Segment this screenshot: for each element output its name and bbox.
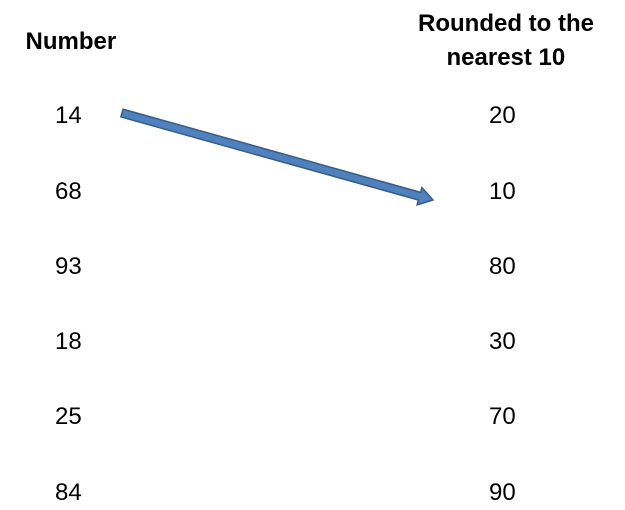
column-header: Number xyxy=(25,28,117,55)
number-item: 90 xyxy=(489,479,516,506)
arrow xyxy=(119,108,435,207)
number-item: 68 xyxy=(55,178,82,205)
number-item: 80 xyxy=(489,253,516,280)
number-item: 30 xyxy=(489,328,516,355)
column-header: nearest 10 xyxy=(446,44,566,71)
number-item: 18 xyxy=(55,328,82,355)
number-item: 20 xyxy=(489,102,516,129)
number-item: 84 xyxy=(55,479,82,506)
number-item: 93 xyxy=(55,253,82,280)
column-header: Rounded to the xyxy=(418,10,594,37)
number-item: 25 xyxy=(55,403,82,430)
number-item: 10 xyxy=(489,178,516,205)
number-item: 14 xyxy=(55,102,82,129)
number-item: 70 xyxy=(489,403,516,430)
